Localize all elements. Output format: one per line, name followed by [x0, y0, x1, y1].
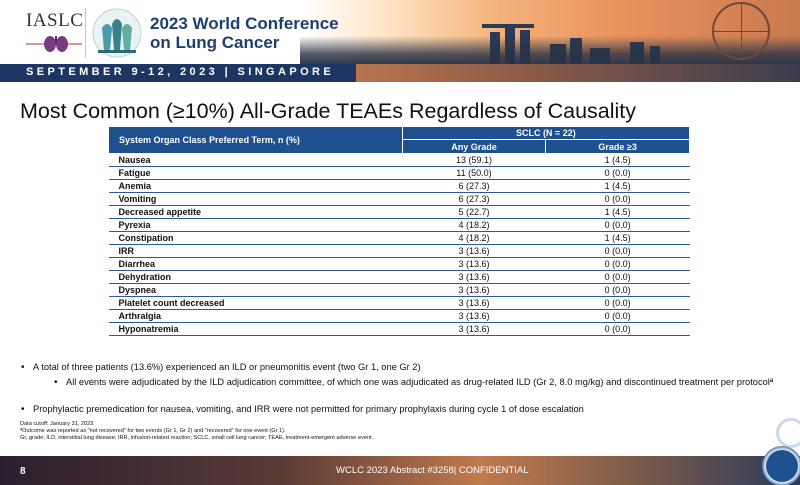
- table-row: Arthralgia 3 (13.6) 0 (0.0): [108, 309, 690, 323]
- cell-any-grade: 3 (13.6): [402, 257, 546, 271]
- cell-grade3: 1 (4.5): [545, 231, 690, 245]
- logo-divider: [85, 8, 86, 58]
- cell-grade3: 0 (0.0): [545, 309, 690, 323]
- iaslc-logo: IASLC: [26, 10, 84, 31]
- slide-title: Most Common (≥10%) All-Grade TEAEs Regar…: [20, 99, 637, 123]
- cell-any-grade: 3 (13.6): [402, 270, 546, 284]
- cell-any-grade: 4 (18.2): [402, 231, 546, 245]
- header-group: SCLC (N = 22): [401, 126, 691, 140]
- table-row: Hyponatremia 3 (13.6) 0 (0.0): [108, 322, 690, 336]
- cell-any-grade: 13 (59.1): [402, 153, 546, 167]
- bullet-dot-icon: •: [21, 404, 25, 415]
- cell-term: Dyspnea: [108, 283, 403, 297]
- cell-any-grade: 3 (13.6): [402, 244, 546, 258]
- conference-title: 2023 World Conference on Lung Cancer: [150, 14, 339, 52]
- cell-term: Hyponatremia: [108, 322, 403, 336]
- conference-title-line2: on Lung Cancer: [150, 33, 280, 52]
- bullet-ild-adjudication: • All events were adjudicated by the ILD…: [54, 377, 790, 388]
- ferris-wheel-icon: [712, 2, 770, 60]
- banner-bottom-strip: [356, 64, 800, 82]
- cell-term: Constipation: [108, 231, 403, 245]
- singapore-skyline-image: [300, 0, 800, 66]
- table-header-row: System Organ Class Preferred Term, n (%)…: [108, 126, 691, 154]
- table-row: Dyspnea 3 (13.6) 0 (0.0): [108, 283, 690, 297]
- bullet-dot-icon: •: [21, 362, 25, 373]
- corner-circle-decoration: [762, 446, 800, 485]
- bullet-premedication: • Prophylactic premedication for nausea,…: [21, 404, 773, 415]
- table-row: Decreased appetite 5 (22.7) 1 (4.5): [108, 205, 690, 219]
- cell-term: Arthralgia: [108, 309, 403, 323]
- header-term: System Organ Class Preferred Term, n (%): [108, 126, 403, 154]
- conference-date-location: SEPTEMBER 9-12, 2023 | SINGAPORE: [26, 66, 335, 78]
- table-row: Diarrhea 3 (13.6) 0 (0.0): [108, 257, 690, 271]
- cell-grade3: 0 (0.0): [545, 166, 690, 180]
- cell-grade3: 1 (4.5): [545, 153, 690, 167]
- cell-grade3: 0 (0.0): [545, 257, 690, 271]
- cell-term: Nausea: [108, 153, 403, 167]
- cell-any-grade: 3 (13.6): [402, 296, 546, 310]
- cell-term: Decreased appetite: [108, 205, 403, 219]
- cell-grade3: 0 (0.0): [545, 283, 690, 297]
- conference-banner: IASLC 2023 World Conference on Lung Canc…: [0, 0, 800, 82]
- table-row: Pyrexia 4 (18.2) 0 (0.0): [108, 218, 690, 232]
- cell-grade3: 0 (0.0): [545, 296, 690, 310]
- cell-any-grade: 6 (27.3): [402, 192, 546, 206]
- table-row: Nausea 13 (59.1) 1 (4.5): [108, 153, 690, 167]
- teae-table: System Organ Class Preferred Term, n (%)…: [108, 126, 691, 336]
- footnote-data-cutoff: Data cutoff: January 31, 2023.: [20, 421, 95, 427]
- bullet-text: A total of three patients (13.6%) experi…: [33, 362, 421, 372]
- table-row: Anemia 6 (27.3) 1 (4.5): [108, 179, 690, 193]
- bullet-dot-icon: •: [54, 377, 58, 388]
- table-row: Constipation 4 (18.2) 1 (4.5): [108, 231, 690, 245]
- slide-footer: 8 WCLC 2023 Abstract #3258| CONFIDENTIAL: [0, 456, 800, 485]
- cell-grade3: 0 (0.0): [545, 322, 690, 336]
- cell-any-grade: 6 (27.3): [402, 179, 546, 193]
- footnote-abbreviations: Gr, grade; ILD, interstitial lung diseas…: [20, 435, 374, 441]
- corner-ring-decoration: [776, 418, 800, 448]
- table-row: Vomiting 6 (27.3) 0 (0.0): [108, 192, 690, 206]
- footer-text: WCLC 2023 Abstract #3258| CONFIDENTIAL: [336, 465, 529, 476]
- cell-any-grade: 3 (13.6): [402, 309, 546, 323]
- cell-term: Diarrhea: [108, 257, 403, 271]
- cell-any-grade: 3 (13.6): [402, 322, 546, 336]
- cell-term: Platelet count decreased: [108, 296, 403, 310]
- conference-title-line1: 2023 World Conference: [150, 14, 339, 33]
- header-any-grade: Any Grade: [401, 139, 547, 154]
- cell-term: Dehydration: [108, 270, 403, 284]
- cell-term: Vomiting: [108, 192, 403, 206]
- cell-grade3: 0 (0.0): [545, 218, 690, 232]
- cell-term: IRR: [108, 244, 403, 258]
- bullet-text: All events were adjudicated by the ILD a…: [66, 377, 774, 387]
- header-grade3: Grade ≥3: [545, 139, 690, 154]
- page-number: 8: [20, 466, 26, 477]
- footnote-outcome: ªOutcome was reported as "not recovered"…: [20, 428, 286, 434]
- table-row: Dehydration 3 (13.6) 0 (0.0): [108, 270, 690, 284]
- table-row: Platelet count decreased 3 (13.6) 0 (0.0): [108, 296, 690, 310]
- table-subheader-row: Any Grade Grade ≥3: [109, 139, 690, 154]
- cell-term: Anemia: [108, 179, 403, 193]
- bullet-ild-events: • A total of three patients (13.6%) expe…: [21, 362, 773, 373]
- bullet-text: Prophylactic premedication for nausea, v…: [33, 404, 584, 414]
- supertree-logo-icon: [92, 8, 142, 58]
- cell-any-grade: 5 (22.7): [402, 205, 546, 219]
- cell-any-grade: 4 (18.2): [402, 218, 546, 232]
- cell-grade3: 0 (0.0): [545, 192, 690, 206]
- cell-grade3: 0 (0.0): [545, 244, 690, 258]
- date-bar: SEPTEMBER 9-12, 2023 | SINGAPORE: [0, 64, 356, 82]
- table-row: IRR 3 (13.6) 0 (0.0): [108, 244, 690, 258]
- lungs-icon: [26, 36, 82, 52]
- cell-grade3: 0 (0.0): [545, 270, 690, 284]
- cell-term: Fatigue: [108, 166, 403, 180]
- cell-grade3: 1 (4.5): [545, 205, 690, 219]
- cell-grade3: 1 (4.5): [545, 179, 690, 193]
- cell-any-grade: 3 (13.6): [402, 283, 546, 297]
- table-body: Nausea 13 (59.1) 1 (4.5) Fatigue 11 (50.0) 0 …: [108, 153, 690, 336]
- cell-term: Pyrexia: [108, 218, 403, 232]
- table-row: Fatigue 11 (50.0) 0 (0.0): [108, 166, 690, 180]
- cell-any-grade: 11 (50.0): [402, 166, 546, 180]
